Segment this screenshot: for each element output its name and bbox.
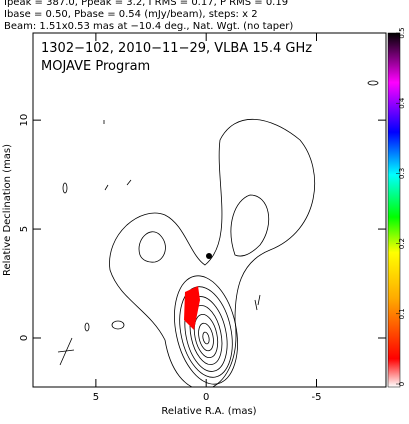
y-tick-label: 5 (19, 226, 30, 232)
x-tick-label: -5 (312, 392, 322, 403)
x-tick-label: 0 (203, 392, 209, 403)
colorbar-tick-label: 0 (398, 382, 406, 386)
header-line: Ibase = 0.50, Pbase = 0.54 (mJy/beam), s… (4, 9, 258, 20)
colorbar-tick-label: 0.4 (398, 97, 406, 109)
plot-frame (32, 32, 387, 388)
header-line: Beam: 1.51x0.53 mas at −10.4 deg., Nat. … (4, 21, 293, 32)
y-axis-label: Relative Declination (mas) (2, 144, 13, 276)
contours (57, 80, 379, 387)
y-tick-label: 0 (19, 335, 30, 341)
y-tick-label: 10 (19, 114, 30, 127)
colorbar-tick-label: 0.5 (398, 27, 406, 38)
colorbar (387, 32, 401, 388)
colorbar-tick-label: 0.1 (398, 308, 406, 319)
header-line: Ipeak = 387.0, Ppeak = 3.2, I RMS = 0.17… (4, 0, 288, 8)
colorbar-tick-label: 0.2 (398, 238, 406, 249)
plot-subtitle: MOJAVE Program (41, 59, 150, 74)
x-tick-label: 5 (93, 392, 99, 403)
plot-title: 1302−102, 2010−11−29, VLBA 15.4 GHz (41, 41, 312, 56)
x-axis-label: Relative R.A. (mas) (161, 406, 256, 417)
colorbar-tick-label: 0.3 (398, 168, 406, 179)
